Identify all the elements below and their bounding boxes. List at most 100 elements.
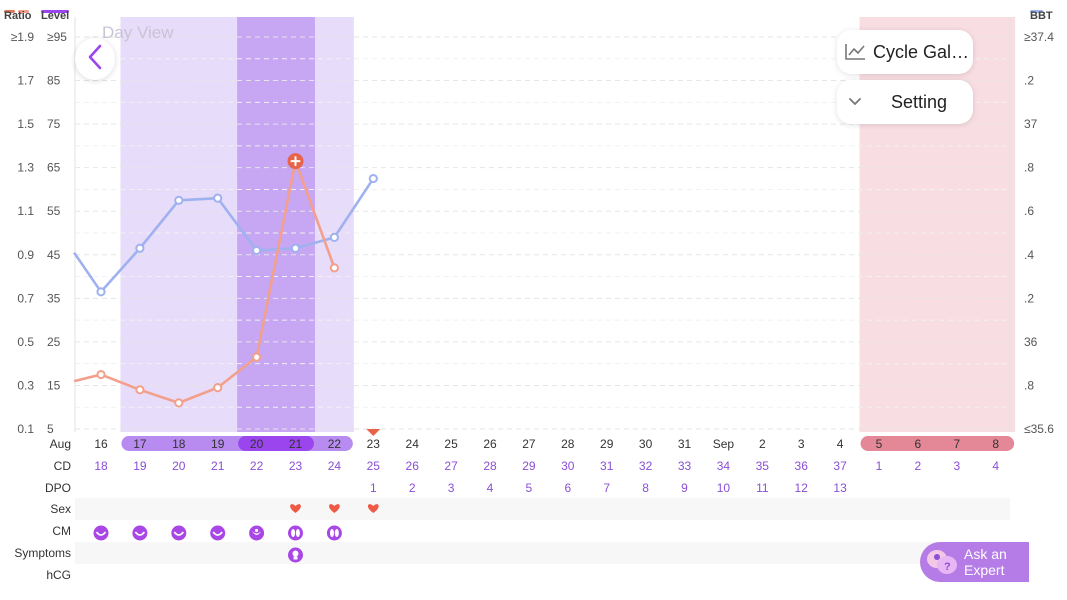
level-tick-label: 65 <box>47 161 61 175</box>
peak-days-band <box>237 17 315 432</box>
date-label: 17 <box>133 437 147 451</box>
period-date-pill <box>860 436 1015 451</box>
date-label: 23 <box>367 437 381 451</box>
row-label-dpo: DPO <box>45 481 71 495</box>
cm-creamy-icon <box>210 525 226 541</box>
date-label: 26 <box>483 437 497 451</box>
cycle-day-label: 28 <box>483 459 497 473</box>
ratio-tick-label: 1.1 <box>17 204 34 218</box>
cycle-day-label: 36 <box>795 459 809 473</box>
bbt-tick-label: 36 <box>1024 335 1038 349</box>
ratio-data-point <box>252 352 262 362</box>
ratio-tick-label: 0.7 <box>17 291 34 305</box>
level-tick-label: 15 <box>47 378 61 392</box>
date-label: 20 <box>250 437 264 451</box>
ratio-data-point <box>96 369 106 380</box>
setting-label: Setting <box>891 91 948 112</box>
cycle-day-label: 33 <box>678 459 692 473</box>
cycle-gallery-label: Cycle Gal… <box>873 41 970 62</box>
level-tick-label: 55 <box>47 204 61 218</box>
symptom-icon-detail <box>292 550 299 557</box>
ask-expert-button[interactable]: ? Ask an Expert <box>920 542 1029 582</box>
date-label: 19 <box>211 437 225 451</box>
cycle-day-label: 2 <box>915 459 922 473</box>
cm-icon-detail <box>295 529 300 537</box>
cycle-day-label: 25 <box>367 459 381 473</box>
setting-button[interactable]: Setting <box>837 80 973 124</box>
bbt-tick-label: .4 <box>1024 248 1034 262</box>
row-label-symptoms: Symptoms <box>14 546 71 560</box>
date-label: 21 <box>289 437 303 451</box>
cycle-day-label: 35 <box>756 459 770 473</box>
date-label: 16 <box>94 437 108 451</box>
cycle-day-label: 4 <box>992 459 999 473</box>
row-band-sex <box>75 498 1010 520</box>
bbt-legend-swatch <box>1030 10 1043 13</box>
cm-creamy-icon <box>132 525 148 541</box>
bbt-tick-label: .2 <box>1024 74 1034 88</box>
level-tick-label: 45 <box>47 248 61 262</box>
cm-icon-detail <box>134 531 146 536</box>
ratio-series-line <box>73 159 336 405</box>
cycle-gallery-button[interactable]: Cycle Gal… <box>837 30 973 74</box>
cm-creamy-icon <box>171 525 187 541</box>
date-label: 5 <box>876 437 883 451</box>
bbt-tick-label: .8 <box>1024 378 1034 392</box>
peak-plus-icon-detail <box>290 156 301 167</box>
date-label: 24 <box>406 437 420 451</box>
cm-icon-detail <box>212 531 223 536</box>
level-data-point <box>252 245 262 256</box>
cycle-day-label: 20 <box>172 459 186 473</box>
back-button[interactable] <box>75 38 115 80</box>
level-data-point <box>96 287 106 297</box>
cm-egg-white-icon <box>288 525 303 541</box>
dpo-label: 10 <box>717 481 731 495</box>
level-tick-label: 75 <box>47 117 61 131</box>
date-label: 22 <box>328 437 342 451</box>
level-axis-title: Level <box>41 10 69 22</box>
ratio-tick-label: 1.5 <box>17 117 34 131</box>
level-data-point <box>135 243 145 253</box>
level-tick-label: 5 <box>47 422 54 436</box>
date-label: 25 <box>444 437 458 451</box>
ratio-data-point <box>135 385 145 395</box>
date-label: 18 <box>172 437 186 451</box>
bbt-tick-label: ≥37.4 <box>1024 30 1054 44</box>
cycle-day-label: 30 <box>561 459 575 473</box>
bbt-tick-label: ≤35.6 <box>1024 422 1054 436</box>
symptom-icon-detail <box>293 556 298 560</box>
day-view-label: Day View <box>102 23 174 42</box>
row-label-cd: CD <box>54 459 72 473</box>
date-label: 28 <box>561 437 575 451</box>
peak-date-pill <box>238 436 314 451</box>
cycle-day-label: 19 <box>133 459 147 473</box>
bbt-tick-label: 37 <box>1024 117 1038 131</box>
cycle-day-label: 1 <box>876 459 883 473</box>
date-label: 6 <box>915 437 922 451</box>
bbt-tick-label: .6 <box>1024 204 1034 218</box>
cycle-day-label: 34 <box>717 459 731 473</box>
cycle-day-label: 32 <box>639 459 653 473</box>
dpo-label: 12 <box>795 481 809 495</box>
date-label: Sep <box>713 437 735 451</box>
date-label: 8 <box>992 437 999 451</box>
cm-icon-detail <box>255 528 259 533</box>
row-band-symptoms <box>75 542 1010 564</box>
level-data-point <box>329 232 339 242</box>
cycle-day-label: 21 <box>211 459 225 473</box>
chat-bubbles-icon: ? <box>920 548 964 576</box>
ratio-data-point <box>174 398 184 408</box>
svg-text:?: ? <box>944 561 951 573</box>
ratio-tick-label: 0.3 <box>17 378 34 392</box>
cm-icon-detail <box>334 529 339 537</box>
row-label-hcg: hCG <box>46 568 71 582</box>
dpo-label: 9 <box>681 481 688 495</box>
ratio-tick-label: ≥1.9 <box>11 30 35 44</box>
ask-expert-line2: Expert <box>964 562 1005 578</box>
level-data-point <box>368 173 378 184</box>
ratio-tick-label: 0.9 <box>17 248 34 262</box>
heart-icon <box>290 504 301 513</box>
bbt-tick-label: .8 <box>1024 161 1034 175</box>
level-tick-label: 85 <box>47 74 61 88</box>
